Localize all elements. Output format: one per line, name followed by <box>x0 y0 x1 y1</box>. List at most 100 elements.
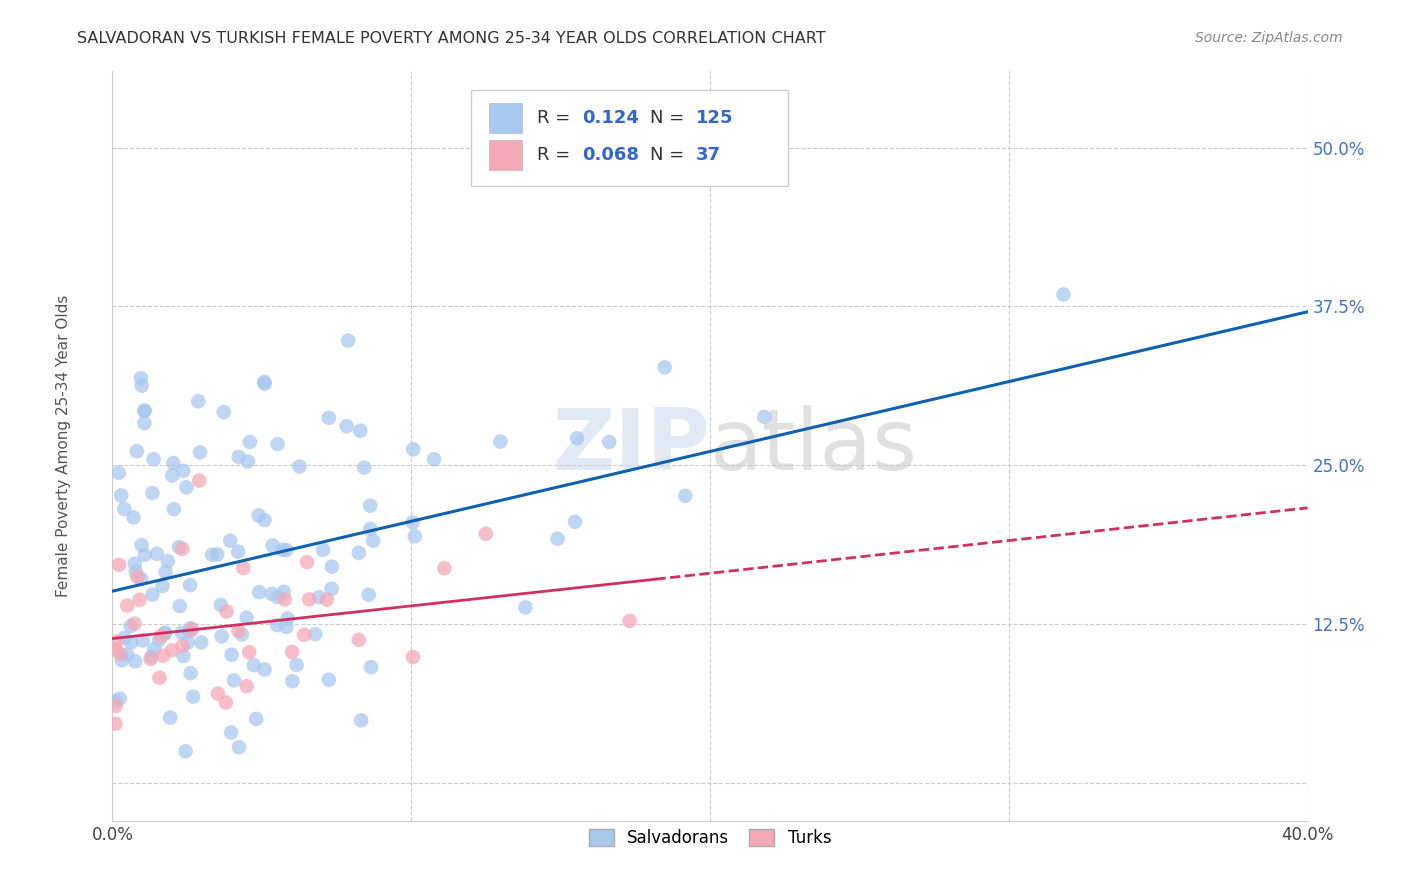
Point <box>238 645 260 659</box>
Text: Female Poverty Among 25-34 Year Olds: Female Poverty Among 25-34 Year Olds <box>56 295 70 597</box>
Point <box>176 480 198 494</box>
Point <box>247 508 270 523</box>
Point <box>134 403 156 417</box>
Legend: Salvadorans, Turks: Salvadorans, Turks <box>582 822 838 854</box>
Point <box>179 621 201 635</box>
Point <box>153 626 176 640</box>
Point <box>489 434 512 449</box>
Point <box>266 437 288 451</box>
Point <box>359 499 381 513</box>
Point <box>120 635 142 649</box>
Point <box>174 744 197 758</box>
Point <box>357 588 380 602</box>
Text: atlas: atlas <box>710 404 918 488</box>
Point <box>115 599 138 613</box>
Point <box>321 582 343 596</box>
Point <box>321 559 343 574</box>
Point <box>402 442 425 457</box>
Point <box>152 648 174 663</box>
Point <box>152 579 174 593</box>
Point <box>179 624 201 639</box>
Point <box>318 673 340 687</box>
Point <box>277 611 299 625</box>
Point <box>131 633 153 648</box>
Point <box>149 629 172 643</box>
Point <box>359 522 381 536</box>
Text: SALVADORAN VS TURKISH FEMALE POVERTY AMONG 25-34 YEAR OLDS CORRELATION CHART: SALVADORAN VS TURKISH FEMALE POVERTY AMO… <box>77 31 825 46</box>
Point <box>124 557 146 571</box>
Point <box>148 671 170 685</box>
Point <box>187 394 209 409</box>
Point <box>125 565 148 579</box>
Point <box>266 618 288 632</box>
Point <box>298 592 321 607</box>
Point <box>235 679 257 693</box>
Point <box>111 653 134 667</box>
Point <box>128 592 150 607</box>
Point <box>404 529 426 543</box>
FancyBboxPatch shape <box>471 90 787 186</box>
Point <box>108 466 131 480</box>
Point <box>654 360 676 375</box>
Point <box>221 648 243 662</box>
Point <box>181 623 204 637</box>
Point <box>115 648 138 662</box>
Point <box>253 663 276 677</box>
Point <box>160 643 183 657</box>
Point <box>172 464 194 478</box>
Point <box>162 456 184 470</box>
Point <box>141 649 163 664</box>
Point <box>347 546 370 560</box>
Point <box>349 424 371 438</box>
Point <box>433 561 456 575</box>
Point <box>260 587 283 601</box>
Point <box>475 526 498 541</box>
Text: 0.124: 0.124 <box>582 109 640 127</box>
Point <box>215 696 238 710</box>
Point <box>188 445 211 459</box>
Point <box>318 410 340 425</box>
Point <box>515 600 537 615</box>
Point <box>245 712 267 726</box>
Text: 0.068: 0.068 <box>582 146 640 164</box>
Point <box>304 627 326 641</box>
Point <box>159 710 181 724</box>
Point <box>177 635 200 649</box>
Point <box>129 371 152 385</box>
Text: N =: N = <box>651 146 690 164</box>
Point <box>347 632 370 647</box>
Text: R =: R = <box>537 146 575 164</box>
Point <box>228 450 250 464</box>
Point <box>337 334 360 348</box>
Point <box>108 691 131 706</box>
Point <box>350 714 373 728</box>
Point <box>262 539 284 553</box>
Text: Source: ZipAtlas.com: Source: ZipAtlas.com <box>1195 31 1343 45</box>
Point <box>285 657 308 672</box>
Point <box>110 488 132 502</box>
Point <box>180 666 202 681</box>
Point <box>253 375 276 389</box>
Point <box>361 533 384 548</box>
Point <box>242 658 264 673</box>
Point <box>754 409 776 424</box>
Point <box>239 435 262 450</box>
Point <box>156 554 179 568</box>
Point <box>105 634 128 648</box>
Point <box>316 592 339 607</box>
Point <box>253 376 276 391</box>
Point <box>125 444 148 458</box>
Point <box>207 687 229 701</box>
Point <box>353 460 375 475</box>
Point <box>281 674 304 689</box>
Point <box>114 631 136 645</box>
Point <box>619 614 641 628</box>
Point <box>235 610 257 624</box>
Point <box>134 404 156 418</box>
Point <box>273 584 295 599</box>
Point <box>564 515 586 529</box>
Point <box>172 541 194 556</box>
Point <box>127 570 149 584</box>
Point <box>104 642 127 657</box>
Point <box>228 740 250 755</box>
